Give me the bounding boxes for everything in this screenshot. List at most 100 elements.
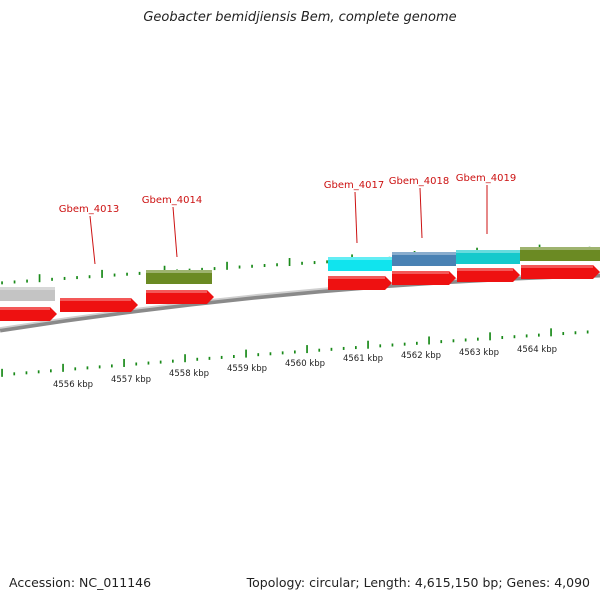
minor-tick: [464, 338, 467, 342]
minor-tick: [135, 362, 138, 366]
minor-tick: [172, 359, 174, 363]
minor-tick: [281, 351, 284, 355]
gene-label: Gbem_4017: [324, 180, 384, 191]
gene-leader-line: [172, 206, 178, 258]
cds-arrow: [392, 271, 456, 285]
gene-leader-line: [419, 187, 423, 239]
kbp-label: 4556 kbp: [53, 380, 93, 390]
minor-tick: [301, 261, 303, 265]
minor-tick: [238, 265, 241, 269]
cds-arrow: [521, 265, 600, 279]
gene-box: [456, 250, 520, 264]
minor-tick: [251, 264, 253, 268]
gene-box-highlight: [0, 287, 55, 290]
cds-arrow-highlight: [146, 290, 207, 293]
minor-tick: [138, 271, 141, 275]
minor-tick: [513, 335, 516, 339]
minor-tick: [355, 346, 357, 350]
kbp-label: 4560 kbp: [285, 359, 325, 369]
gene-box: [0, 287, 55, 301]
major-tick: [184, 354, 186, 363]
minor-tick: [51, 277, 53, 281]
cds-arrow-highlight: [521, 265, 593, 268]
major-tick: [245, 349, 247, 358]
gene-box-highlight: [392, 252, 456, 255]
minor-tick: [501, 336, 504, 340]
minor-tick: [1, 281, 3, 285]
kbp-label: 4558 kbp: [169, 369, 209, 379]
cds-arrow-highlight: [328, 276, 385, 279]
minor-tick: [574, 331, 577, 335]
kbp-label: 4563 kbp: [459, 348, 499, 358]
minor-tick: [440, 340, 443, 344]
minor-tick: [147, 361, 150, 365]
gene-box: [328, 257, 392, 271]
minor-tick: [326, 260, 328, 264]
gene-label: Gbem_4019: [456, 173, 516, 184]
major-tick: [123, 358, 125, 367]
minor-tick: [379, 344, 382, 348]
minor-tick: [342, 346, 345, 350]
major-tick: [62, 363, 64, 372]
major-tick: [163, 265, 166, 274]
minor-tick: [477, 337, 479, 341]
minor-tick: [50, 369, 52, 373]
major-tick: [226, 261, 228, 270]
minor-tick: [276, 263, 278, 267]
major-tick: [489, 332, 491, 341]
major-tick: [38, 274, 41, 283]
minor-tick: [13, 280, 16, 284]
minor-tick: [294, 350, 296, 354]
feature-track: [0, 247, 600, 321]
gene-leader-line: [354, 191, 358, 244]
gene-label: Gbem_4018: [389, 176, 449, 187]
cds-arrow: [60, 298, 138, 312]
minor-tick: [313, 261, 316, 265]
kbp-label: 4557 kbp: [111, 375, 151, 385]
gene-box-highlight: [520, 247, 600, 250]
kbp-label: 4559 kbp: [227, 364, 267, 374]
gene-box-highlight: [456, 250, 520, 253]
minor-tick: [201, 267, 203, 271]
minor-tick: [403, 342, 406, 346]
map-title: Geobacter bemidjiensis Bem, complete gen…: [143, 10, 457, 25]
major-tick: [550, 328, 552, 337]
cds-arrow: [146, 290, 214, 304]
gene-box-highlight: [146, 270, 212, 273]
gene-labels: Gbem_4013 Gbem_4014 Gbem_4017 Gbem_4018 Gbem…: [59, 173, 516, 265]
minor-tick: [113, 273, 116, 277]
scale-labels: 4556 kbp 4557 kbp 4558 kbp 4559 kbp 4560 kbp…: [53, 345, 557, 390]
minor-tick: [86, 366, 89, 370]
minor-tick: [538, 333, 540, 337]
cds-arrow: [457, 268, 520, 282]
minor-tick: [74, 367, 77, 371]
gene-box: [520, 247, 600, 261]
minor-tick: [63, 276, 66, 280]
gene-box: [392, 252, 456, 266]
genome-summary: Topology: circular; Length: 4,615,150 bp…: [246, 575, 590, 590]
minor-tick: [159, 360, 162, 364]
minor-tick: [525, 334, 528, 338]
minor-tick: [213, 267, 216, 271]
minor-tick: [233, 355, 235, 359]
major-tick: [1, 368, 3, 377]
major-tick: [306, 345, 308, 354]
tick-track-lower: [1, 328, 589, 377]
minor-tick: [25, 371, 28, 375]
kbp-label: 4561 kbp: [343, 354, 383, 364]
minor-tick: [416, 341, 418, 345]
gene-label: Gbem_4013: [59, 204, 119, 215]
minor-tick: [318, 348, 321, 352]
minor-tick: [263, 264, 266, 268]
minor-tick: [391, 343, 394, 347]
gene-box-highlight: [328, 257, 392, 260]
major-tick: [428, 336, 430, 345]
accession-text: Accession: NC_011146: [9, 575, 152, 590]
minor-tick: [452, 339, 455, 343]
minor-tick: [88, 275, 91, 279]
minor-tick: [269, 352, 272, 356]
minor-tick: [586, 330, 589, 334]
cds-arrow-highlight: [457, 268, 513, 271]
gene-box: [146, 270, 212, 284]
cds-arrow: [0, 307, 57, 321]
